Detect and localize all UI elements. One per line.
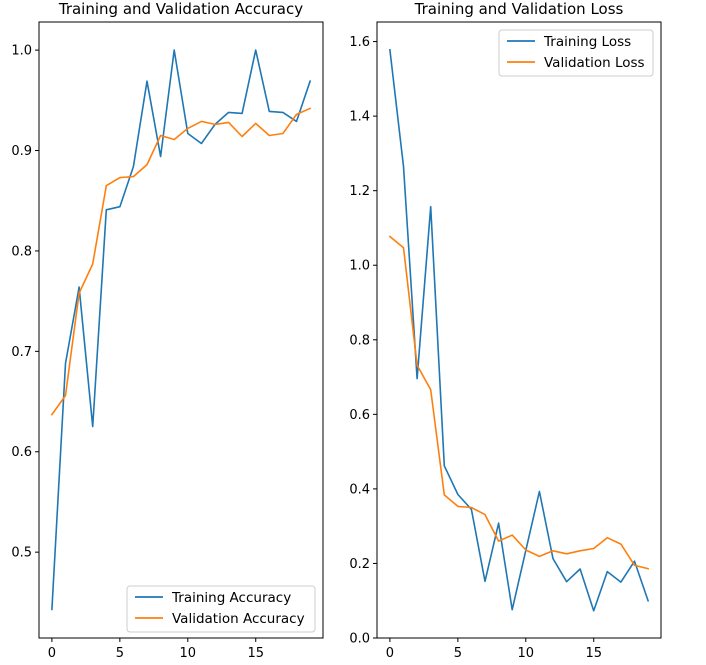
accuracy-ytick-label-0: 0.5 [11,546,32,561]
accuracy-chart-ticks: 0 5 10 15 0.5 0.6 0.7 0.8 0.9 1.0 [11,44,264,661]
loss-chart: Training and Validation Loss 0 5 10 15 0.0 0.… [349,0,662,661]
loss-xtick-label-10: 10 [518,646,535,661]
loss-ytick-label-4: 0.8 [349,333,370,348]
loss-chart-legend: Training Loss Validation Loss [498,29,654,77]
legend-label-training-loss: Training Loss [543,34,631,50]
loss-ytick-label-2: 0.4 [349,482,370,497]
loss-chart-legend-box [498,29,654,77]
loss-chart-title: Training and Validation Loss [414,0,624,18]
loss-ytick-label-7: 1.4 [349,110,370,125]
accuracy-ytick-label-4: 0.9 [11,144,32,159]
accuracy-xtick-label-5: 5 [116,646,124,661]
accuracy-ytick-label-5: 1.0 [11,44,32,59]
accuracy-xtick-label-10: 10 [180,646,197,661]
loss-chart-axes-frame [376,21,662,639]
accuracy-chart: Training and Validation Accuracy 0 5 10 150… [11,0,324,661]
accuracy-chart-title: Training and Validation Accuracy [58,0,303,18]
accuracy-chart-legend: Training Accuracy Validation Accuracy [126,585,316,633]
loss-chart-ticks: 0 5 10 15 0.0 0.2 0.4 0.6 0.8 1.0 1.2 1.4 1.6 [349,35,602,661]
series-line-validation-loss [388,235,650,570]
accuracy-chart-series [50,49,312,611]
series-line-training-accuracy [51,49,312,611]
accuracy-xtick-label-15: 15 [247,646,264,661]
loss-ytick-label-6: 1.2 [349,184,370,199]
accuracy-chart-legend-box [126,585,316,633]
loss-ytick-label-8: 1.6 [349,35,370,50]
legend-label-training-accuracy: Training Accuracy [171,590,291,606]
loss-xtick-label-5: 5 [454,646,462,661]
loss-ytick-label-1: 0.2 [349,557,370,572]
loss-chart-series [388,48,650,612]
series-line-validation-accuracy [50,107,312,416]
loss-ytick-label-5: 1.0 [349,259,370,274]
accuracy-ytick-label-1: 0.6 [11,445,32,460]
accuracy-xtick-label-0: 0 [48,646,56,661]
accuracy-ytick-label-3: 0.8 [11,244,32,259]
legend-label-validation-loss: Validation Loss [544,55,645,71]
loss-ytick-label-0: 0.0 [349,632,370,647]
accuracy-ytick-label-2: 0.7 [11,345,32,360]
accuracy-chart-axes-frame [38,21,324,639]
loss-xtick-label-0: 0 [386,646,394,661]
legend-label-validation-accuracy: Validation Accuracy [172,611,305,627]
series-line-training-loss [389,48,650,612]
loss-ytick-label-3: 0.6 [349,408,370,423]
loss-xtick-label-15: 15 [585,646,602,661]
